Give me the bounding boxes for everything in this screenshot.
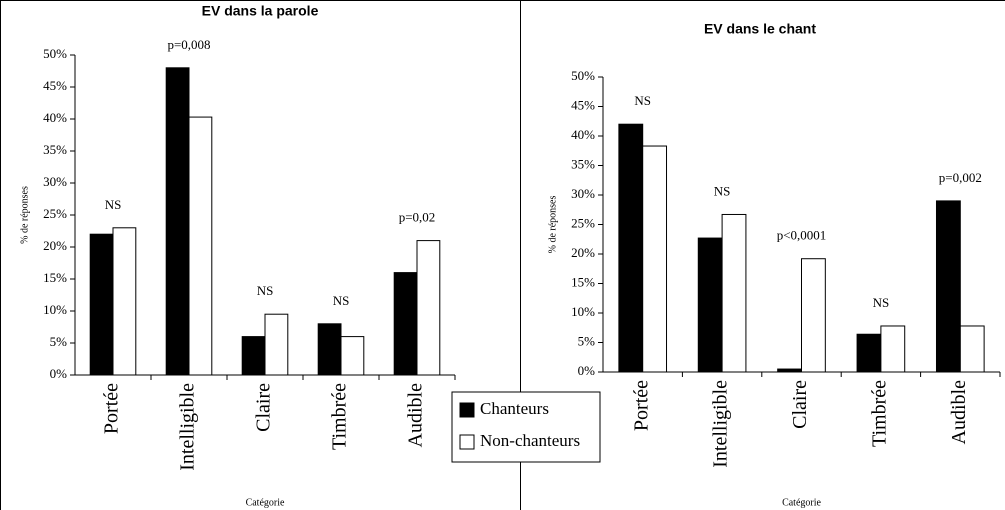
bar [416, 240, 441, 376]
x-tick-label: Audible [405, 383, 427, 448]
y-tick-label: 10% [571, 304, 595, 319]
y-axis-label: % de réponses [547, 196, 558, 254]
y-tick-label: 15% [571, 274, 595, 289]
y-tick-label: 40% [571, 127, 595, 142]
bar [880, 325, 906, 373]
x-tick-label: Claire [253, 383, 275, 432]
annotation: p=0,002 [939, 170, 982, 185]
annotation: NS [257, 283, 274, 298]
legend-label: Non-chanteurs [480, 431, 580, 450]
annotation: p=0,008 [167, 37, 210, 52]
panel-border [0, 0, 521, 510]
annotation: NS [873, 295, 890, 310]
y-tick-label: 40% [43, 110, 67, 125]
y-axis-label: % de réponses [19, 186, 30, 244]
annotation: NS [634, 93, 651, 108]
bar [264, 313, 289, 376]
bar [721, 213, 747, 373]
annotation: NS [333, 293, 350, 308]
x-tick-label: Intelligible [177, 383, 199, 471]
annotation: NS [105, 197, 122, 212]
y-tick-label: 50% [571, 68, 595, 83]
chart-title: EV dans la parole [202, 3, 319, 19]
panel-border [520, 0, 1005, 510]
y-tick-label: 0% [50, 366, 68, 381]
legend-box [451, 391, 601, 463]
y-tick-label: 10% [43, 302, 67, 317]
bar [89, 233, 114, 376]
y-tick-label: 20% [43, 238, 67, 253]
x-tick-label: Claire [789, 380, 811, 429]
y-tick-label: 35% [43, 142, 67, 157]
annotation: p=0,02 [399, 210, 436, 225]
bar [642, 145, 668, 373]
y-tick-label: 30% [43, 174, 67, 189]
annotation: NS [714, 183, 731, 198]
legend-label: Chanteurs [480, 399, 549, 418]
y-tick-label: 50% [43, 46, 67, 61]
bar [935, 200, 961, 373]
x-tick-label: Portée [101, 383, 123, 434]
bar [618, 123, 644, 373]
y-tick-label: 0% [578, 363, 596, 378]
bar [777, 368, 802, 373]
y-tick-label: 5% [578, 333, 596, 348]
bar [856, 333, 882, 373]
bar [959, 325, 985, 373]
y-tick-label: 45% [43, 78, 67, 93]
y-tick-label: 25% [571, 215, 595, 230]
y-tick-label: 30% [571, 186, 595, 201]
y-tick-label: 15% [43, 270, 67, 285]
chart-title: EV dans le chant [704, 21, 816, 37]
x-tick-label: Portée [630, 380, 652, 431]
bar [112, 227, 137, 376]
y-tick-label: 25% [43, 206, 67, 221]
bar [340, 336, 365, 376]
x-tick-label: Intelligible [710, 380, 732, 468]
y-tick-label: 20% [571, 245, 595, 260]
legend-swatch [459, 434, 475, 450]
bar [188, 116, 213, 376]
x-tick-label: Timbrée [329, 383, 351, 450]
bar [393, 272, 418, 376]
x-tick-label: Timbrée [868, 380, 890, 447]
x-axis-label: Catégorie [782, 497, 821, 508]
bar [801, 258, 826, 373]
x-axis-label: Catégorie [246, 497, 285, 508]
y-tick-label: 35% [571, 156, 595, 171]
bar [697, 237, 723, 373]
bar [317, 323, 342, 376]
annotation: p<0,0001 [777, 228, 827, 243]
bar [241, 336, 266, 376]
legend-swatch [459, 402, 475, 418]
y-tick-label: 5% [50, 334, 68, 349]
x-tick-label: Audible [948, 380, 970, 445]
y-tick-label: 45% [571, 97, 595, 112]
bar [165, 67, 190, 376]
